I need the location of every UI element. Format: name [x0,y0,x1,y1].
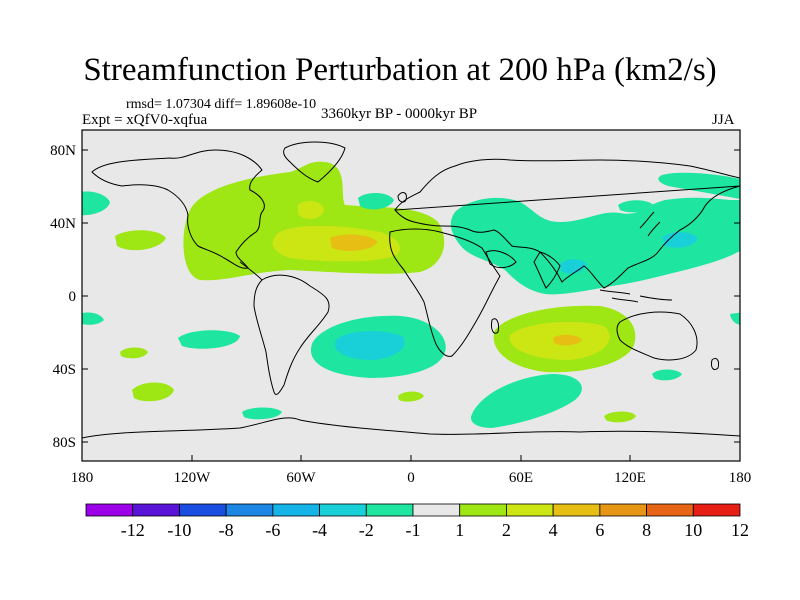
contour-positive-south-pacific [132,382,174,402]
contour-negative-tropical-east [730,312,740,325]
colorbar-label: -10 [167,520,191,540]
contour-fields [82,161,740,428]
colorbar-swatch [85,503,134,517]
contour-negative-north-atlantic [358,192,394,210]
contour-negative-pacific-core [662,232,698,248]
colorbar-label: -4 [312,520,327,540]
contour-positive-southwest-pacific [604,411,636,423]
contour-negative-tropical-west [82,312,104,325]
experiment-label: Expt = xQfV0-xqfua [82,112,208,128]
x-tick-label: 120W [174,470,212,486]
coastlines [82,141,740,439]
coastline-greenland [283,141,346,183]
contour-positive-atlantic-core [330,234,378,251]
y-tick-label: 80S [53,435,76,451]
colorbar-label: 6 [595,520,604,540]
coastline-antarctica [82,417,740,439]
coastline-india [533,251,561,289]
coastline-central-america [239,261,263,281]
colorbar-swatch [459,503,507,517]
coastline-japan [639,211,661,237]
contour-positive-south-pacific-west [120,347,148,359]
contour-negative-west-edge [82,191,110,216]
colorbar-label: 10 [684,520,702,540]
map-background [82,130,740,461]
y-tick-label: 0 [69,289,77,305]
coastline-madagascar [491,318,499,334]
period-label: 3360kyr BP - 0000kyr BP [321,106,478,122]
colorbar-label: -6 [265,520,280,540]
colorbar-swatch [319,503,367,517]
colorbar: -12 -10 -8 -6 -4 -2 -1 1 2 4 6 8 10 12 [85,503,749,540]
coastline-new-zealand [711,357,719,371]
contour-positive-newfoundland [298,200,324,219]
contour-negative-north-pacific [658,172,740,200]
colorbar-swatch [365,503,414,517]
coastline-eurasia [393,158,740,289]
colorbar-label: -2 [359,520,374,540]
colorbar-label: 8 [642,520,651,540]
coastline-arabia [485,250,517,269]
x-axis-labels: 180 120W 60W 0 60E 120E 180 [71,470,752,486]
colorbar-swatch [646,503,694,517]
y-tick-label: 40S [53,362,76,378]
colorbar-swatch [692,503,741,517]
colorbar-label: 2 [502,520,511,540]
contour-negative-eurasia [450,197,740,295]
contour-positive-south-atlantic-small [398,391,424,402]
colorbar-swatch [225,503,274,517]
colorbar-swatch [179,503,227,517]
colorbar-swatch [506,503,554,517]
y-axis-labels: 80N 40N 0 40S 80S [50,143,76,451]
x-tick-label: 0 [407,470,415,486]
coastline-australia [616,311,698,361]
y-tick-label: 40N [50,216,76,232]
contour-positive-southern-indian-peak [553,334,582,346]
coastline-north-america [91,149,265,269]
coastline-africa [389,228,501,357]
rmsd-stats: rmsd= 1.07304 diff= 1.89608e-10 [126,97,317,112]
colorbar-label: -8 [219,520,234,540]
season-label: JJA [712,112,735,128]
contour-positive-east-pacific [115,230,166,251]
colorbar-label: 12 [731,520,749,540]
contour-negative-south-atlantic-core [334,331,405,360]
colorbar-swatch [552,503,601,517]
colorbar-swatch [272,503,320,517]
x-tick-label: 180 [71,470,94,486]
colorbar-label: 1 [455,520,464,540]
contour-negative-indian-core [560,259,587,274]
y-tick-label: 80N [50,143,76,159]
x-tick-label: 60E [509,470,533,486]
coastline-uk [397,192,407,203]
contour-negative-southern-ocean [470,373,582,428]
coastline-indonesia [599,289,673,303]
x-tick-label: 120E [614,470,646,486]
coastline-south-america [253,274,330,395]
contour-negative-southwest-pacific [652,369,682,381]
axis-ticks [81,149,741,461]
contour-negative-drake-passage [242,407,282,420]
colorbar-swatch [132,503,180,517]
contour-negative-japan-blob [618,200,654,213]
colorbar-swatch [599,503,647,517]
colorbar-swatch [412,503,461,517]
colorbar-label: -1 [406,520,421,540]
contour-negative-south-pacific [178,330,240,349]
x-tick-label: 180 [729,470,752,486]
plot-title: Streamfunction Perturbation at 200 hPa (… [83,52,717,88]
x-tick-label: 60W [286,470,316,486]
colorbar-label: -12 [121,520,145,540]
colorbar-label: 4 [549,520,558,540]
